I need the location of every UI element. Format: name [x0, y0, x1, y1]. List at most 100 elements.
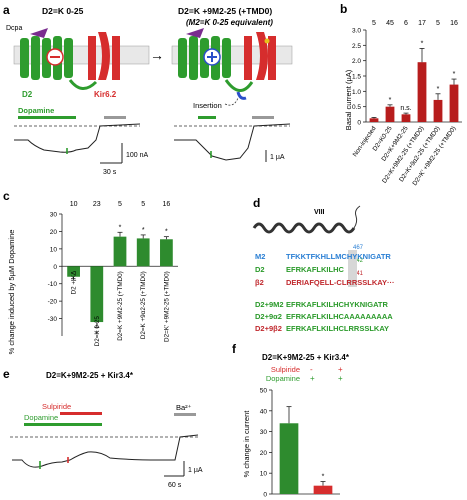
n-label: 17 [418, 20, 426, 27]
panel-a-right-subtitle: (M2=K 0-25 equivalent) [186, 18, 273, 27]
left-current-trace: Dopamine 100 nA 30 s [14, 106, 149, 176]
y-tick-label: 10 [50, 246, 58, 253]
scale-time-e: 60 s [168, 482, 182, 489]
chart-f: 0 10 20 30 40 50 * [260, 388, 340, 499]
x-tick-label: Non-injected [352, 125, 378, 158]
n-label: 10 [70, 201, 78, 208]
insertion-label: Insertion [193, 101, 222, 110]
bar [417, 62, 427, 122]
bar [369, 118, 379, 122]
significance-label: * [453, 71, 456, 78]
y-tick-label: 30 [260, 429, 268, 436]
y-tick-label: 2.0 [352, 58, 361, 65]
sequence-name: β2 [255, 278, 264, 287]
n-label: 5 [141, 201, 145, 208]
bar [401, 114, 411, 122]
significance-label: * [142, 227, 145, 234]
panel-d-letter: d [253, 196, 260, 210]
x-tick-label: D2 + KΔ [71, 270, 78, 294]
left-construct-diagram: Dcpa D2 Kir6.2 [6, 25, 150, 99]
panel-a-letter: a [3, 3, 10, 17]
panel-a: a D2=K 0-25 D2=K +9M2-25 (+TMD0) (M2=K 0… [3, 3, 293, 176]
bar [433, 99, 443, 122]
x-tick-label: D2=K′ +9M2-25 (+TMD0) [163, 271, 170, 342]
significance-label: * [119, 224, 122, 231]
right-construct-diagram: Insertion [171, 28, 293, 110]
y-tick-label: 3.0 [352, 28, 361, 35]
transition-arrow-icon: → [150, 47, 164, 63]
dopamine-label-e: Dopamine [24, 413, 58, 422]
kir62-label: Kir6.2 [94, 90, 117, 99]
right-current-trace: 1 µA [174, 116, 291, 162]
y-tick-label: -20 [48, 299, 58, 306]
y-tick-label: 20 [50, 229, 58, 236]
sequence-name: M2 [255, 252, 265, 261]
sulpiride-mark-2: + [338, 365, 343, 374]
dopamine-label-f: Dopamine [266, 374, 300, 383]
significance-label: n.s. [400, 105, 411, 112]
panel-e-title: D2=K+9M2-25 + Kir3.4* [46, 371, 134, 380]
dopamine-mark-1: + [310, 374, 315, 383]
bar [67, 266, 80, 277]
significance-label: * [95, 330, 98, 337]
sulpiride-mark-1: - [310, 365, 313, 374]
n-label: 5 [372, 20, 376, 27]
y-tick-label: 10 [260, 471, 268, 478]
significance-label: * [165, 229, 168, 236]
panel-a-right-title: D2=K +9M2-25 (+TMD0) [178, 6, 272, 16]
y-tick-label: 2.5 [352, 43, 361, 50]
dopamine-bar-e [24, 423, 102, 426]
sequence-residues: TFKKTFKHLLMCHYKNIGATR [286, 252, 391, 261]
insertion-segment [236, 91, 247, 100]
sulpiride-bar-e [60, 412, 102, 415]
dcpa-ligand-left [30, 28, 48, 38]
d2-receptor-left [20, 36, 73, 80]
x-tick-label: D2=K +9M2-25 (+TMD0) [117, 271, 124, 340]
bar [113, 236, 127, 267]
significance-label: * [322, 474, 325, 481]
n-label: 16 [163, 201, 171, 208]
sequence-name: D2+9α2 [255, 312, 282, 321]
sequence-residues: EFRKAFLKILHC [286, 265, 344, 274]
sequence-residues: EFRKAFLKILHCAAAAAAAAA [286, 312, 393, 321]
n-label: 5 [118, 201, 122, 208]
dopamine-bar-a-right [198, 116, 216, 119]
ba-bar-e [174, 413, 196, 416]
sulpiride-label-e: Sulpiride [42, 402, 71, 411]
significance-label: * [421, 40, 424, 47]
sequence-name: D2+9M2 [255, 300, 284, 309]
sequence-alignment: M2 TFKKTFKHLLMCHYKNIGATR D2 EFRKAFLKILHC β2 D… [255, 252, 394, 333]
panel-b-letter: b [340, 2, 347, 16]
y-tick-label: 40 [260, 408, 268, 415]
kir-channel-right [244, 32, 276, 80]
helix-label: VIII [314, 209, 325, 216]
sequence-residues: EFRKAFLKILHCHYKNIGATR [286, 300, 389, 309]
y-tick-label: 1.0 [352, 89, 361, 96]
bar [90, 266, 104, 323]
y-tick-label: 0 [263, 492, 267, 499]
y-tick-label: 1.5 [352, 74, 361, 81]
alignment-highlight [348, 250, 357, 287]
residue-number-b2: 341 [353, 271, 364, 277]
y-tick-label: -30 [48, 316, 58, 323]
x-tick-label: D2=K +9α2-25 (+TMD0) [140, 271, 147, 339]
y-tick-label: -10 [48, 281, 58, 288]
dopamine-mark-2: + [338, 374, 343, 383]
panel-d: d VIII 467 442 341 M2 TFKKTFKHLLMCHYKNIGA… [252, 196, 394, 333]
panel-b: b Basal current (µA) 0 0.5 1.0 1.5 2.0 2.5 3.0… [340, 2, 462, 187]
bar [449, 84, 459, 122]
scale-current-e: 1 µA [188, 467, 203, 474]
panel-f-letter: f [232, 342, 237, 356]
kir62-channel-left [88, 32, 120, 80]
bar [279, 423, 299, 494]
n-label: 6 [404, 20, 408, 27]
panel-a-left-title: D2=K 0-25 [42, 6, 84, 16]
n-label: 16 [450, 20, 458, 27]
y-tick-label: 0.5 [352, 104, 361, 111]
scale-current-right: 1 µA [270, 154, 285, 161]
y-tick-label: 20 [260, 450, 268, 457]
linker-right [224, 79, 254, 92]
panel-c-letter: c [3, 189, 10, 203]
y-tick-label: 30 [50, 212, 58, 219]
panel-c: c % change induced by 5µM Dopamine -30 -2… [3, 189, 178, 354]
